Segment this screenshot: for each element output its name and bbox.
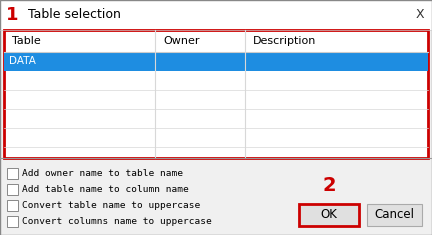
Bar xyxy=(4,30,428,158)
Text: 1: 1 xyxy=(6,6,19,24)
Text: X: X xyxy=(416,8,424,21)
Text: DATA: DATA xyxy=(9,56,36,67)
Bar xyxy=(7,200,18,211)
Text: OK: OK xyxy=(321,208,337,221)
Bar xyxy=(7,168,18,179)
Bar xyxy=(299,204,359,226)
Text: Cancel: Cancel xyxy=(375,208,414,221)
Bar xyxy=(7,184,18,195)
Text: Description: Description xyxy=(253,36,316,46)
Bar xyxy=(367,204,422,226)
Text: Add owner name to table name: Add owner name to table name xyxy=(22,169,183,178)
Text: 2: 2 xyxy=(322,176,336,195)
Text: Table selection: Table selection xyxy=(28,8,121,21)
Text: Convert columns name to uppercase: Convert columns name to uppercase xyxy=(22,217,212,226)
Bar xyxy=(4,52,428,71)
Text: Table: Table xyxy=(12,36,41,46)
Text: Owner: Owner xyxy=(163,36,200,46)
Bar xyxy=(7,216,18,227)
Text: Convert table name to uppercase: Convert table name to uppercase xyxy=(22,201,200,210)
Text: Add table name to column name: Add table name to column name xyxy=(22,185,189,194)
Bar xyxy=(0,0,432,30)
